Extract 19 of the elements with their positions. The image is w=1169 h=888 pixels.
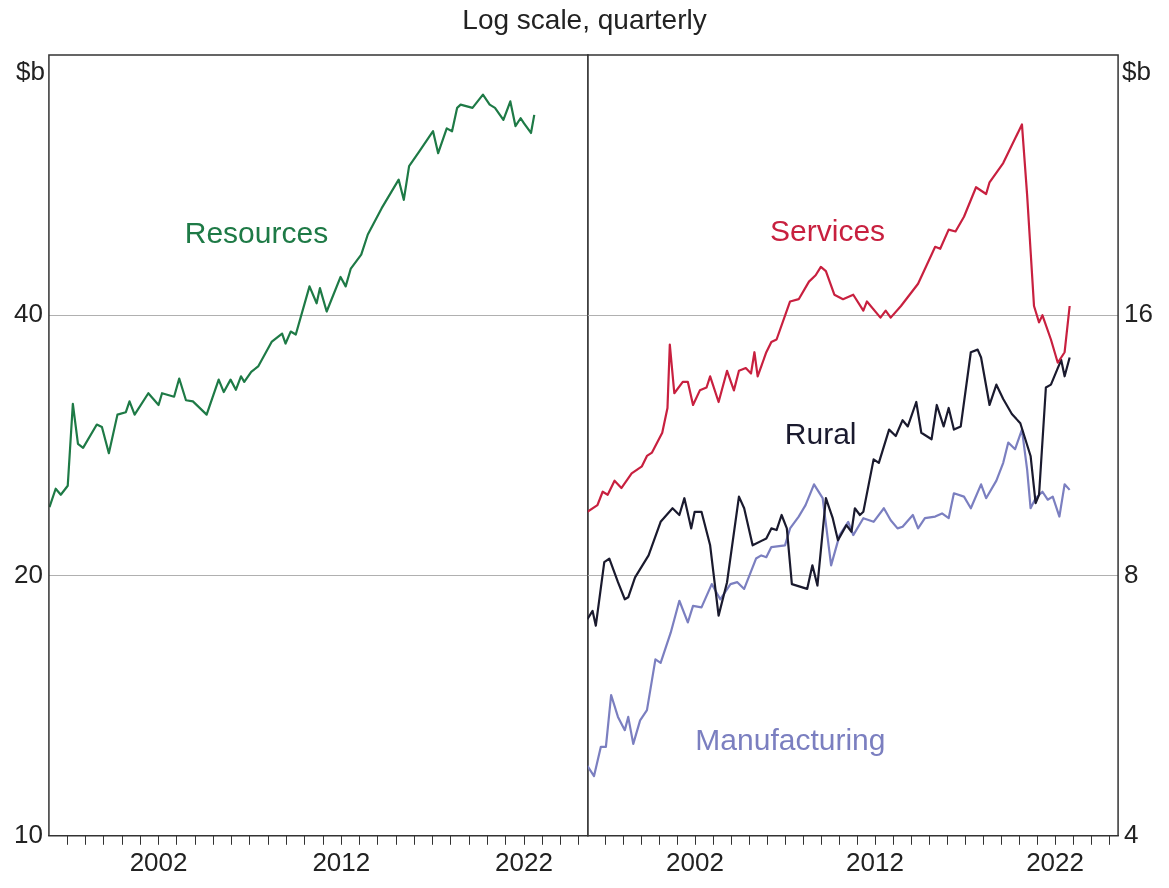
series-label: Manufacturing: [695, 723, 886, 757]
x-tick-label: 2002: [129, 846, 188, 877]
y-axis-title: $b: [16, 56, 45, 87]
y-tick-label: 20: [14, 558, 43, 589]
x-tick-label: 2012: [312, 846, 371, 877]
y2-tick-label: 8: [1124, 558, 1139, 589]
y2-tick-label: 4: [1124, 818, 1139, 849]
y-tick-label: 40: [14, 298, 43, 329]
x-tick-label: 2022: [495, 846, 553, 877]
x-tick-label: 2002: [666, 846, 724, 877]
series-label: Resources: [184, 215, 329, 249]
y2-axis-title: $b: [1122, 56, 1151, 87]
series-label: Rural: [784, 417, 857, 451]
series-label: Services: [770, 214, 886, 248]
y-tick-label: 10: [14, 818, 43, 849]
y2-tick-label: 16: [1124, 298, 1153, 329]
chart-title: Log scale, quarterly: [461, 4, 708, 36]
x-tick-label: 2012: [846, 846, 904, 877]
x-tick-label: 2022: [1026, 846, 1084, 877]
